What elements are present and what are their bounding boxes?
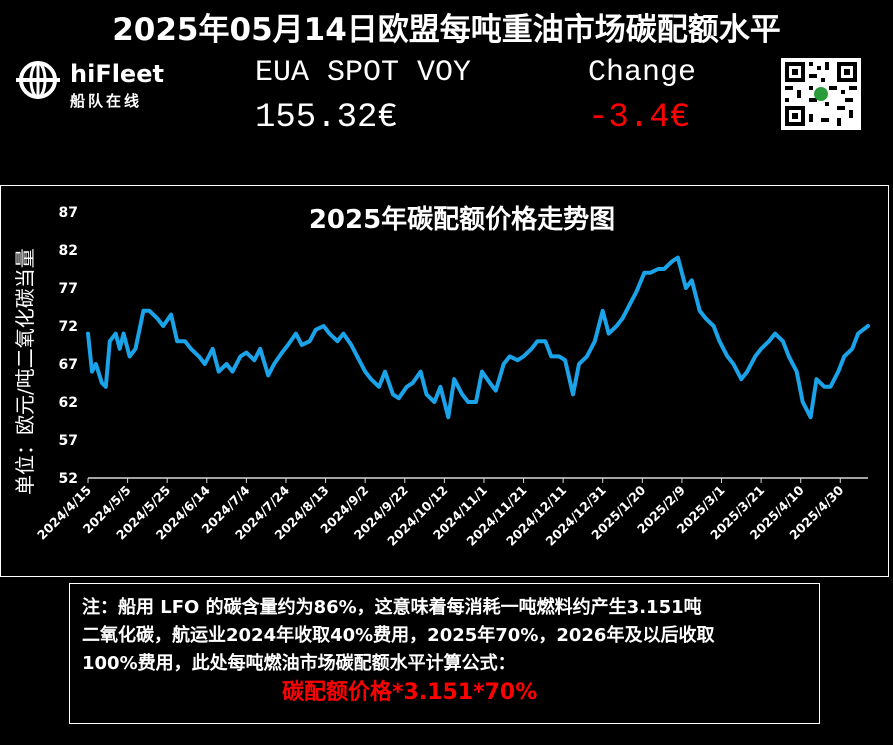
logo-subtitle: 船队在线 (70, 92, 143, 110)
y-tick-label: 57 (59, 433, 78, 449)
price-trend-chart: 2025年碳配额价格走势图 单位：欧元/吨二氧化碳当量 87 82 77 72 67 62… (13, 204, 870, 549)
hifleet-logo: hiFleet 船队在线 (14, 56, 164, 110)
logo-name: hiFleet (70, 60, 164, 88)
y-tick-label: 82 (59, 243, 78, 259)
index-value: 155.32€ (255, 99, 398, 137)
y-axis-label: 单位：欧元/吨二氧化碳当量 (13, 248, 37, 495)
y-tick-label: 67 (59, 357, 78, 373)
chart-frame (0, 185, 889, 577)
y-tick-label: 87 (59, 205, 78, 221)
note-line-3: 100%费用，此处每吨燃油市场碳配额水平计算公式： (82, 653, 516, 674)
x-tick-label: 2024/4/15 (34, 483, 94, 543)
change-label: Change (588, 56, 697, 90)
change-value: -3.4€ (588, 99, 691, 137)
note-formula: 碳配额价格*3.151*70% (282, 680, 538, 705)
note-line-2: 二氧化碳，航运业2024年收取40%费用，2025年70%，2026年及以后收取 (82, 625, 715, 646)
chart-title: 2025年碳配额价格走势图 (309, 204, 615, 235)
price-series-line (86, 255, 870, 420)
index-label: EUA SPOT VOY (255, 56, 472, 90)
note-line-1: 注：船用 LFO 的碳含量约为86%，这意味着每消耗一吨燃料约产生3.151吨 (82, 597, 702, 618)
qr-code-icon (781, 58, 861, 130)
y-tick-label: 72 (59, 319, 78, 335)
globe-ship-icon (16, 61, 60, 99)
y-tick-label: 62 (59, 395, 78, 411)
note-box: 注：船用 LFO 的碳含量约为86%，这意味着每消耗一吨燃料约产生3.151吨 … (69, 583, 820, 724)
page-title: 2025年05月14日欧盟每吨重油市场碳配额水平 (112, 12, 781, 48)
y-tick-label: 77 (59, 281, 78, 297)
y-tick-label: 52 (59, 471, 78, 487)
